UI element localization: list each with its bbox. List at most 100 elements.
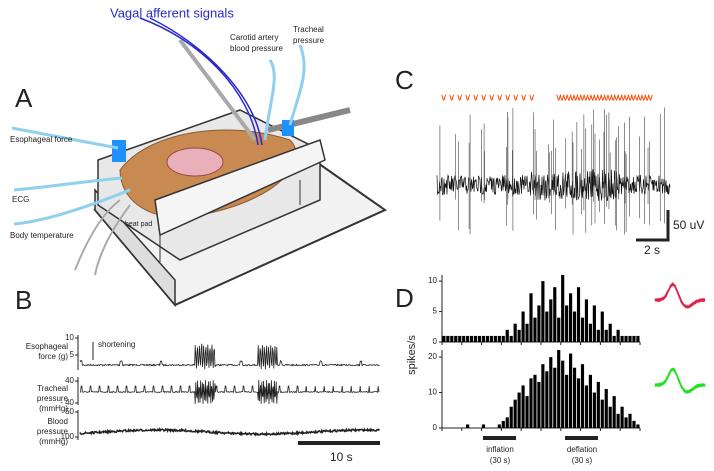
bar [470, 335, 474, 342]
bar [572, 311, 577, 342]
bar [533, 374, 537, 428]
tracheal-label: pressure [293, 36, 325, 45]
waveform [654, 367, 706, 394]
scale-label: 10 s [330, 450, 353, 464]
raster-mark: ∨ [637, 93, 644, 104]
bar [553, 367, 557, 428]
raster-mark: ∨ [569, 93, 576, 104]
bar [466, 424, 470, 428]
raster-mark: ∨ [616, 93, 623, 104]
raster-mark: ∨ [464, 93, 471, 104]
bar [576, 287, 581, 342]
bar [620, 406, 624, 428]
bar [628, 413, 632, 428]
bar [588, 374, 592, 428]
raster-mark: ∨ [596, 93, 603, 104]
waveform [654, 367, 706, 394]
y-tick-label: - 40 [60, 398, 74, 407]
bar [485, 335, 490, 342]
bar [612, 396, 616, 428]
bar [545, 311, 549, 342]
raster-mark: ∨ [480, 93, 487, 104]
bar [509, 335, 513, 342]
raster-mark: ∨ [626, 93, 633, 104]
raster-mark: ∨ [613, 93, 620, 104]
bar [477, 335, 482, 342]
waveform [654, 281, 706, 309]
trace-label: force (g) [38, 352, 68, 361]
bar [545, 371, 549, 428]
bar [525, 323, 529, 342]
bar [537, 381, 541, 428]
bar [580, 364, 585, 428]
waveform [654, 282, 706, 309]
tracheal-label: Tracheal [293, 25, 324, 34]
y-tick-label: 50 [65, 407, 74, 416]
bar [561, 360, 565, 428]
illustration-shapes [11, 17, 388, 308]
waveform [654, 281, 706, 309]
panel-label: A [15, 83, 33, 113]
bar [592, 392, 596, 428]
bar [497, 424, 501, 428]
bar [553, 287, 557, 342]
bar [628, 335, 632, 342]
annotation: (30 s) [490, 456, 511, 465]
bar [576, 378, 581, 428]
bar [509, 406, 513, 428]
bar [612, 335, 616, 342]
bar [584, 299, 589, 342]
waveform [654, 367, 706, 394]
ecg-label: ECG [12, 195, 29, 204]
bar [592, 305, 596, 342]
waveform [654, 368, 706, 393]
raster-mark: ∨ [603, 93, 610, 104]
raster-mark: ∨ [599, 93, 606, 104]
raster-mark: ∨ [589, 93, 596, 104]
bar [608, 406, 612, 428]
bar [572, 367, 577, 428]
raster-mark: ∨ [558, 93, 565, 104]
raster-mark: ∨ [565, 93, 572, 104]
bar [458, 335, 462, 342]
annotation: inflation [486, 445, 514, 454]
scale-label: 50 uV [673, 218, 704, 232]
bar [569, 293, 573, 342]
bar [565, 305, 569, 342]
scale-label: 2 s [644, 243, 660, 257]
raster-mark: ∨ [488, 93, 495, 104]
bar [481, 424, 486, 428]
bar [596, 381, 600, 428]
raster-mark: ∨ [606, 93, 613, 104]
raster-mark: ∨ [582, 93, 589, 104]
raster-mark: ∨ [555, 93, 562, 104]
y-tick-label: 10 [428, 276, 437, 285]
bar [616, 329, 620, 342]
bar [505, 329, 509, 342]
y-axis-label: spikes/s [406, 335, 418, 375]
bar [489, 335, 493, 342]
raster-mark: ∨ [504, 93, 511, 104]
bar [541, 281, 545, 342]
bar [636, 424, 640, 428]
waveform [654, 283, 706, 308]
annotation: deflation [567, 445, 597, 454]
bar [517, 329, 521, 342]
panel-label: D [395, 283, 414, 313]
trace-label: Tracheal [37, 384, 68, 393]
bar [501, 335, 505, 342]
raster-mark: ∨ [609, 93, 616, 104]
bar [620, 335, 624, 342]
waveform [654, 367, 706, 395]
annotation: (30 s) [572, 456, 593, 465]
carotid-label: blood pressure [230, 44, 283, 53]
bar [557, 350, 561, 428]
bar [493, 335, 497, 342]
bar [608, 323, 612, 342]
bar [517, 392, 521, 428]
raster-mark: ∨ [448, 93, 455, 104]
signal-label: Vagal afferent signals [110, 5, 234, 20]
trace-label: (mmHg) [39, 437, 68, 446]
y-tick-label: 10 [428, 388, 437, 397]
